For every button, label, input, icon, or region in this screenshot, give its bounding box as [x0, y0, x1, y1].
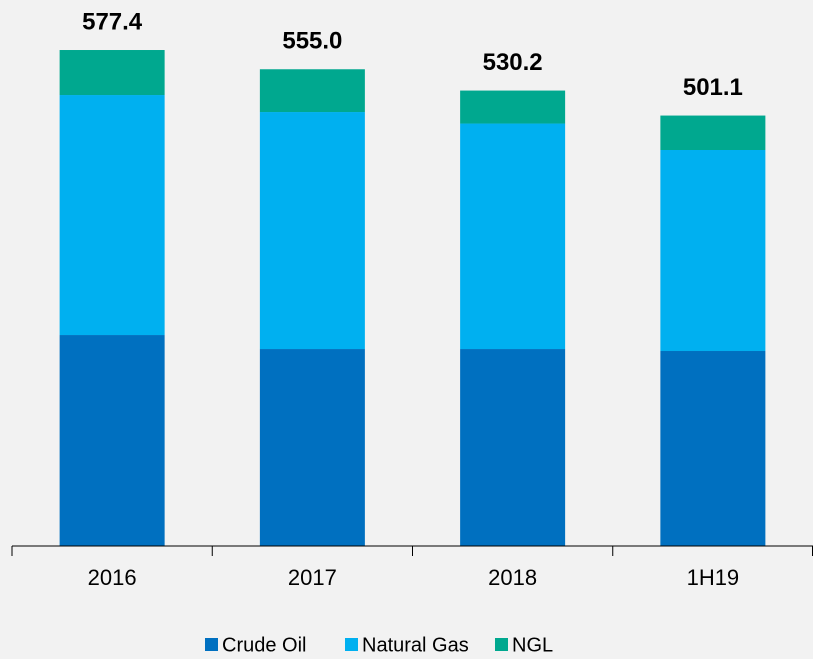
x-tick-label: 2018 — [488, 565, 537, 590]
bar-segment — [59, 50, 165, 96]
bar-segment — [259, 112, 365, 350]
total-label: 577.4 — [82, 8, 143, 35]
legend-swatch — [495, 638, 508, 651]
total-label: 501.1 — [683, 74, 743, 101]
x-tick-label: 2017 — [288, 565, 337, 590]
total-label: 530.2 — [483, 49, 543, 76]
x-tick-label: 1H19 — [687, 565, 740, 590]
legend-swatch — [205, 638, 218, 651]
bar-segment — [259, 349, 365, 546]
bar-segment — [460, 90, 566, 124]
bar-segment — [460, 123, 566, 350]
legend-label: Natural Gas — [362, 634, 469, 656]
bar-segment — [660, 351, 766, 546]
bar-segment — [59, 95, 165, 336]
legend-label: Crude Oil — [222, 634, 306, 656]
total-label: 555.0 — [282, 28, 342, 55]
bar-segment — [660, 115, 766, 151]
legend-label: NGL — [512, 634, 553, 656]
x-tick-label: 2016 — [88, 565, 137, 590]
bar-segment — [460, 349, 566, 546]
bar-segment — [59, 335, 165, 546]
bar-segment — [259, 69, 365, 113]
legend-swatch — [345, 638, 358, 651]
bar-segment — [660, 150, 766, 352]
